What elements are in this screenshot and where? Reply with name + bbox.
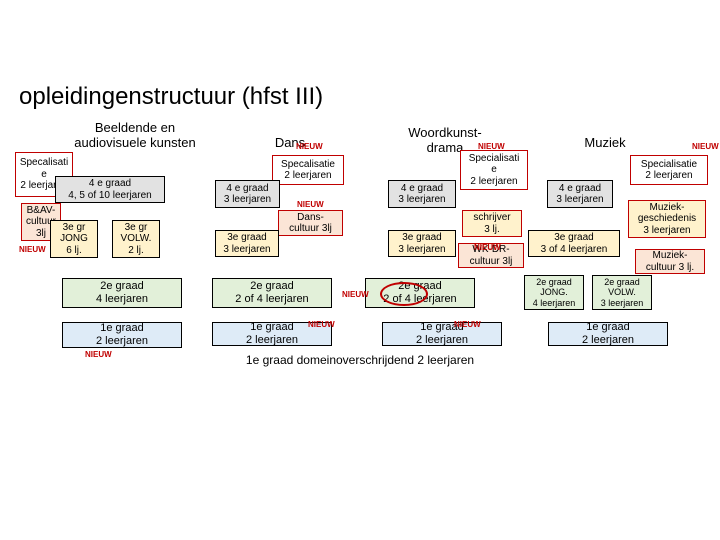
column-header: Beeldende enaudiovisuele kunsten [55,120,215,150]
grade-block: 2e graad4 leerjaren [62,278,182,308]
page-title: opleidingenstructuur (hfst III) [19,83,323,111]
grade-block: 1e graad2 leerjaren [62,322,182,348]
nieuw-label: NIEUW [692,142,719,151]
nieuw-label: NIEUW [342,290,369,299]
grade-block: 2e graad2 of 4 leerjaren [365,278,475,308]
domein-row: 1e graad domeinoverschrijdend 2 leerjare… [0,353,720,367]
column-header: Muziek [560,135,650,150]
grade-block: 1e graad2 leerjaren [382,322,502,346]
nieuw-label: NIEUW [297,200,324,209]
grade-block: 3e grJONG6 lj. [50,220,98,258]
grade-block: 3e graad3 leerjaren [388,230,456,257]
grade-block: schrijver3 lj. [462,210,522,237]
grade-block: Specialisatie2 leerjaren [460,150,528,190]
grade-block: 3e graad3 of 4 leerjaren [528,230,620,257]
nieuw-label: NIEUW [308,320,335,329]
grade-block: Muziek-geschiedenis3 leerjaren [628,200,706,238]
grade-block: 3e graad3 leerjaren [215,230,279,257]
grade-block: 2e graadJONG.4 leerjaren [524,275,584,310]
nieuw-label: NIEUW [19,245,46,254]
nieuw-label: NIEUW [474,243,501,252]
grade-block: 4 e graad3 leerjaren [388,180,456,208]
nieuw-label: NIEUW [454,320,481,329]
grade-block: Muziek-cultuur 3 lj. [635,249,705,274]
nieuw-label: NIEUW [296,142,323,151]
grade-block: 2e graadVOLW.3 leerjaren [592,275,652,310]
grade-block: 4 e graad3 leerjaren [547,180,613,208]
grade-block: Specalisatie2 leerjaren [272,155,344,185]
grade-block: 4 e graad4, 5 of 10 leerjaren [55,176,165,203]
grade-block: 4 e graad3 leerjaren [215,180,280,208]
grade-block: 1e graad2 leerjaren [548,322,668,346]
grade-block: Dans-cultuur 3lj [278,210,343,236]
nieuw-label: NIEUW [478,142,505,151]
grade-block: 3e grVOLW.2 lj. [112,220,160,258]
grade-block: 2e graad2 of 4 leerjaren [212,278,332,308]
grade-block: Specialisatie2 leerjaren [630,155,708,185]
